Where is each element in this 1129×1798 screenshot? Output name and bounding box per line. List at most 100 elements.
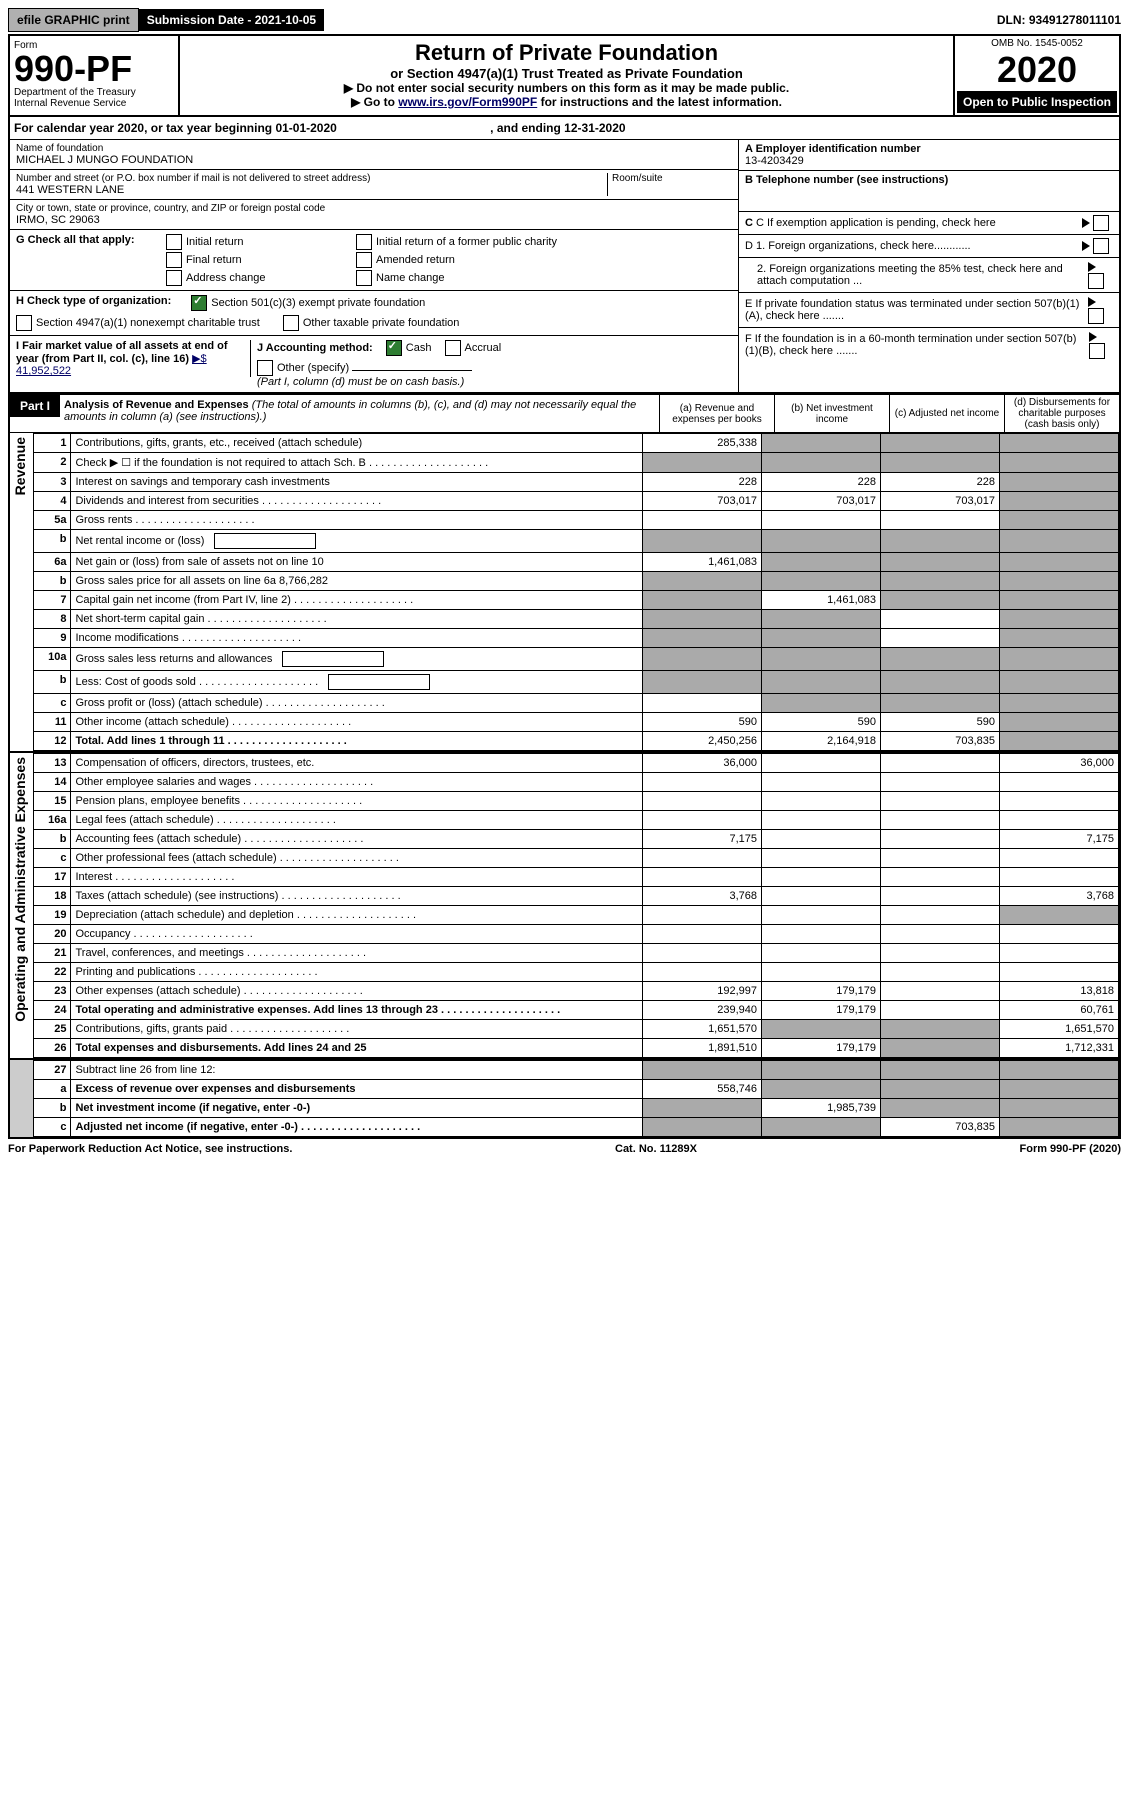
line-desc: Legal fees (attach schedule) [71,811,643,830]
line-val [762,434,881,453]
line-num: 14 [34,773,71,792]
arrow-icon [1082,241,1090,251]
checkbox-icon[interactable] [1093,238,1109,254]
line-val [762,773,881,792]
line-desc: Adjusted net income (if negative, enter … [71,1118,643,1137]
line-val [1000,591,1119,610]
h-check-row: H Check type of organization: Section 50… [10,291,738,336]
line-row: 5aGross rents [34,511,1118,530]
line-val: 1,461,083 [762,591,881,610]
line-desc: Gross sales less returns and allowances [71,648,643,671]
line-desc: Gross profit or (loss) (attach schedule) [71,694,643,713]
line-val [881,671,1000,694]
line-num: 2 [34,453,71,473]
checkbox-icon[interactable] [1088,308,1104,324]
line-val [643,694,762,713]
line-val: 590 [881,713,1000,732]
form-header: Form 990-PF Department of the Treasury I… [10,36,1119,117]
checkbox-icon[interactable] [1089,343,1105,359]
line-val [643,572,762,591]
line-val [881,511,1000,530]
line-row: 11Other income (attach schedule)59059059… [34,713,1118,732]
checkbox-icon[interactable] [1088,273,1104,289]
line-num: a [34,1080,71,1099]
checkbox-icon[interactable] [1093,215,1109,231]
line-val [881,629,1000,648]
line-val [881,868,1000,887]
line-val [1000,1080,1119,1099]
line-val [1000,473,1119,492]
col-b: (b) Net investment income [774,395,889,432]
checkbox-icon[interactable] [445,340,461,356]
line-val [643,868,762,887]
line-desc: Travel, conferences, and meetings [71,944,643,963]
line-val [762,944,881,963]
line-desc: Less: Cost of goods sold [71,671,643,694]
line-desc: Check ▶ ☐ if the foundation is not requi… [71,453,643,473]
line-val [643,811,762,830]
g-name: Name change [356,270,636,286]
line-val [881,982,1000,1001]
line-num: 18 [34,887,71,906]
line-desc: Accounting fees (attach schedule) [71,830,643,849]
line-desc: Contributions, gifts, grants paid [71,1020,643,1039]
checkbox-icon[interactable] [166,234,182,250]
line-val [881,1001,1000,1020]
checkbox-icon[interactable] [16,315,32,331]
irs: Internal Revenue Service [14,98,174,109]
line-val [1000,511,1119,530]
line-val [762,1061,881,1080]
line-desc: Total operating and administrative expen… [71,1001,643,1020]
checkbox-icon[interactable] [283,315,299,331]
line-val: 1,651,570 [643,1020,762,1039]
line-num: 8 [34,610,71,629]
line-desc: Dividends and interest from securities [71,492,643,511]
line-row: 23Other expenses (attach schedule)192,99… [34,982,1118,1001]
col-d: (d) Disbursements for charitable purpose… [1004,395,1119,432]
checkbox-checked-icon[interactable] [386,340,402,356]
checkbox-icon[interactable] [257,360,273,376]
line-num: 17 [34,868,71,887]
line-val [1000,694,1119,713]
line-val [881,1061,1000,1080]
line-val [881,648,1000,671]
line-row: 2Check ▶ ☐ if the foundation is not requ… [34,453,1118,473]
line-row: 7Capital gain net income (from Part IV, … [34,591,1118,610]
line-desc: Net investment income (if negative, ente… [71,1099,643,1118]
entity-info: Name of foundation MICHAEL J MUNGO FOUND… [10,140,1119,393]
checkbox-checked-icon[interactable] [191,295,207,311]
line-val: 3,768 [643,887,762,906]
line-val [762,849,881,868]
form-link[interactable]: www.irs.gov/Form990PF [398,95,537,109]
d2-row: 2. Foreign organizations meeting the 85%… [739,258,1119,293]
instr2: ▶ Go to www.irs.gov/Form990PF for instru… [184,95,949,109]
checkbox-icon[interactable] [166,252,182,268]
line-val: 192,997 [643,982,762,1001]
checkbox-icon[interactable] [356,252,372,268]
checkbox-icon[interactable] [166,270,182,286]
dln: DLN: 93491278011101 [997,13,1121,27]
line-val [1000,1061,1119,1080]
calendar-year-row: For calendar year 2020, or tax year begi… [10,117,1119,140]
line-num: 4 [34,492,71,511]
line-row: 22Printing and publications [34,963,1118,982]
line-val: 1,891,510 [643,1039,762,1058]
line-val: 7,175 [643,830,762,849]
line-num: 15 [34,792,71,811]
line-val [643,648,762,671]
line-val [643,1061,762,1080]
line-val: 13,818 [1000,982,1119,1001]
checkbox-icon[interactable] [356,234,372,250]
line-num: 24 [34,1001,71,1020]
line-val: 703,017 [643,492,762,511]
line-val [1000,572,1119,591]
checkbox-icon[interactable] [356,270,372,286]
omb: OMB No. 1545-0052 [957,38,1117,49]
form-title: Return of Private Foundation [184,40,949,66]
line-row: bAccounting fees (attach schedule)7,1757… [34,830,1118,849]
line-val [643,906,762,925]
line-desc: Other income (attach schedule) [71,713,643,732]
line-row: 17Interest [34,868,1118,887]
c-row: C C If exemption application is pending,… [739,212,1119,235]
header-right: OMB No. 1545-0052 2020 Open to Public In… [953,36,1119,115]
